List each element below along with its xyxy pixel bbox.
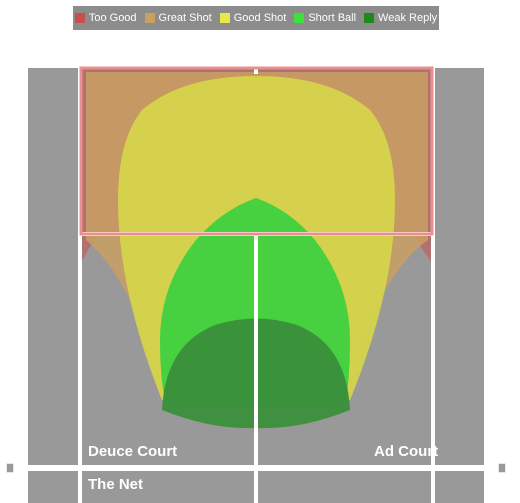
legend-item-good-shot[interactable]: Good Shot xyxy=(219,12,287,24)
net xyxy=(8,465,508,471)
legend-label: Too Good xyxy=(88,12,137,24)
legend-label: Great Shot xyxy=(158,12,212,24)
good-shot-swatch xyxy=(219,13,230,23)
deuce-court-label: Deuce Court xyxy=(88,443,177,460)
legend-label: Weak Reply xyxy=(378,12,438,24)
too-good-swatch xyxy=(74,13,85,23)
legend-item-too-good[interactable]: Too Good xyxy=(74,12,137,24)
legend-item-weak-reply[interactable]: Weak Reply xyxy=(364,12,437,24)
weak-reply-swatch xyxy=(364,13,375,23)
legend: Too Good Great Shot Good Shot Short Ball… xyxy=(73,6,439,30)
net-post-left xyxy=(5,462,15,474)
great-shot-swatch xyxy=(144,13,155,23)
legend-item-short-ball[interactable]: Short Ball xyxy=(294,12,356,24)
short-ball-swatch xyxy=(294,13,305,23)
net-post-right xyxy=(497,462,507,474)
legend-label: Good Shot xyxy=(233,12,287,24)
ad-court-label: Ad Court xyxy=(374,443,438,460)
net-label: The Net xyxy=(88,476,143,493)
legend-label: Short Ball xyxy=(308,12,357,24)
target-box-outline xyxy=(79,66,434,236)
legend-item-great-shot[interactable]: Great Shot xyxy=(144,12,212,24)
